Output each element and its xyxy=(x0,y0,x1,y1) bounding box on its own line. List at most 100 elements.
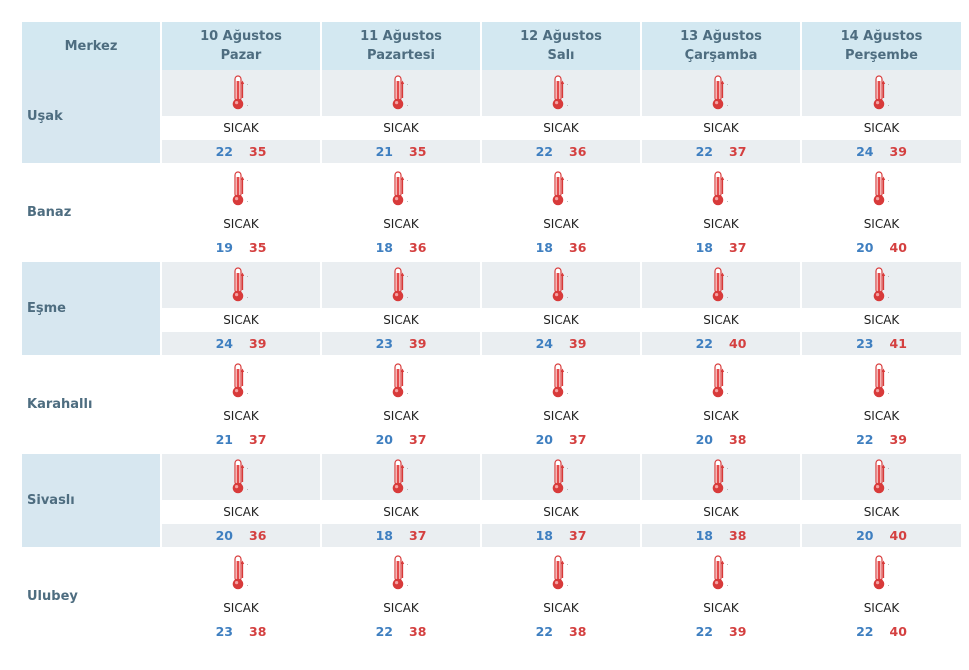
weather-icon-area xyxy=(482,70,640,116)
min-temperature: 23 xyxy=(856,336,874,351)
temperature-range: 21 37 xyxy=(162,428,320,451)
temperature-range: 24 39 xyxy=(162,332,320,355)
forecast-cell: SICAK 18 37 xyxy=(480,452,641,550)
weather-icon-area xyxy=(162,70,320,116)
temperature-range: 19 35 xyxy=(162,236,320,259)
min-temperature: 24 xyxy=(535,336,553,351)
forecast-cell: SICAK 23 38 xyxy=(160,548,321,646)
max-temperature: 39 xyxy=(729,624,747,639)
hot-thermometer-icon xyxy=(552,267,568,302)
max-temperature: 38 xyxy=(569,624,587,639)
max-temperature: 35 xyxy=(249,144,267,159)
hot-thermometer-icon xyxy=(392,75,408,110)
max-temperature: 37 xyxy=(729,144,747,159)
temperature-range: 22 39 xyxy=(642,620,800,643)
max-temperature: 36 xyxy=(409,240,427,255)
max-temperature: 38 xyxy=(409,624,427,639)
min-temperature: 22 xyxy=(215,144,233,159)
temperature-range: 18 37 xyxy=(642,236,800,259)
hot-thermometer-icon xyxy=(232,363,248,398)
forecast-cell: SICAK 21 37 xyxy=(160,356,321,454)
forecast-table: Merkez 10 Ağustos Pazar 11 Ağustos Pazarte… xyxy=(22,22,961,646)
temperature-range: 22 37 xyxy=(642,140,800,163)
forecast-cell: SICAK 22 36 xyxy=(480,70,641,166)
min-temperature: 20 xyxy=(215,528,233,543)
temperature-range: 24 39 xyxy=(802,140,961,163)
weather-description: SICAK xyxy=(642,596,800,620)
forecast-cell: SICAK 20 37 xyxy=(480,356,641,454)
weather-icon-area xyxy=(322,70,480,116)
weather-description: SICAK xyxy=(642,404,800,428)
weather-description: SICAK xyxy=(642,308,800,332)
weather-icon-area xyxy=(162,166,320,212)
weather-description: SICAK xyxy=(322,308,480,332)
hot-thermometer-icon xyxy=(392,363,408,398)
min-temperature: 18 xyxy=(695,240,713,255)
forecast-cell: SICAK 22 38 xyxy=(320,548,481,646)
forecast-cell-content: SICAK 20 38 xyxy=(642,358,800,451)
hot-thermometer-icon xyxy=(552,459,568,494)
hot-thermometer-icon xyxy=(552,171,568,206)
forecast-cell: SICAK 18 38 xyxy=(640,452,801,550)
max-temperature: 38 xyxy=(729,432,747,447)
forecast-cell: SICAK 22 40 xyxy=(640,260,801,358)
max-temperature: 40 xyxy=(889,528,907,543)
forecast-cell: SICAK 22 39 xyxy=(800,356,961,454)
day-date: 12 Ağustos xyxy=(520,29,602,44)
max-temperature: 39 xyxy=(249,336,267,351)
hot-thermometer-icon xyxy=(552,555,568,590)
weather-icon-area xyxy=(642,550,800,596)
forecast-cell: SICAK 20 40 xyxy=(800,452,961,550)
hot-thermometer-icon xyxy=(873,363,889,398)
min-temperature: 20 xyxy=(695,432,713,447)
max-temperature: 41 xyxy=(889,336,907,351)
hot-thermometer-icon xyxy=(873,459,889,494)
forecast-cell: SICAK 22 39 xyxy=(640,548,801,646)
forecast-cell: SICAK 18 36 xyxy=(320,164,481,262)
forecast-cell: SICAK 24 39 xyxy=(800,70,961,166)
forecast-cell-content: SICAK 22 40 xyxy=(802,550,961,643)
max-temperature: 37 xyxy=(569,432,587,447)
hot-thermometer-icon xyxy=(712,267,728,302)
temperature-range: 20 37 xyxy=(322,428,480,451)
min-temperature: 18 xyxy=(375,240,393,255)
min-temperature: 18 xyxy=(535,528,553,543)
temperature-range: 23 39 xyxy=(322,332,480,355)
hot-thermometer-icon xyxy=(232,459,248,494)
forecast-cell-content: SICAK 18 38 xyxy=(642,454,800,547)
weather-description: SICAK xyxy=(482,404,640,428)
weather-description: SICAK xyxy=(802,404,961,428)
table-row: Karahallı SICAK 21 37 SICAK 20 37 SICAK 20 37 SICA… xyxy=(22,356,961,454)
min-temperature: 24 xyxy=(856,144,874,159)
weather-description: SICAK xyxy=(162,404,320,428)
max-temperature: 35 xyxy=(409,144,427,159)
forecast-cell-content: SICAK 23 39 xyxy=(322,262,480,355)
hot-thermometer-icon xyxy=(232,555,248,590)
temperature-range: 22 39 xyxy=(802,428,961,451)
day-date: 10 Ağustos xyxy=(200,29,282,44)
temperature-range: 22 40 xyxy=(642,332,800,355)
weather-description: SICAK xyxy=(482,212,640,236)
hot-thermometer-icon xyxy=(232,75,248,110)
temperature-range: 20 37 xyxy=(482,428,640,451)
min-temperature: 23 xyxy=(375,336,393,351)
max-temperature: 39 xyxy=(889,144,907,159)
temperature-range: 22 35 xyxy=(162,140,320,163)
temperature-range: 23 38 xyxy=(162,620,320,643)
max-temperature: 37 xyxy=(409,528,427,543)
forecast-cell-content: SICAK 22 39 xyxy=(802,358,961,451)
day-weekday: Pazartesi xyxy=(367,48,435,63)
forecast-cell-content: SICAK 22 39 xyxy=(642,550,800,643)
temperature-range: 22 40 xyxy=(802,620,961,643)
forecast-cell-content: SICAK 19 35 xyxy=(162,166,320,259)
hot-thermometer-icon xyxy=(873,171,889,206)
temperature-range: 18 36 xyxy=(482,236,640,259)
weather-icon-area xyxy=(482,550,640,596)
day-weekday: Çarşamba xyxy=(684,48,758,63)
temperature-range: 18 38 xyxy=(642,524,800,547)
max-temperature: 39 xyxy=(409,336,427,351)
hot-thermometer-icon xyxy=(873,555,889,590)
max-temperature: 36 xyxy=(249,528,267,543)
max-temperature: 36 xyxy=(569,144,587,159)
max-temperature: 35 xyxy=(249,240,267,255)
